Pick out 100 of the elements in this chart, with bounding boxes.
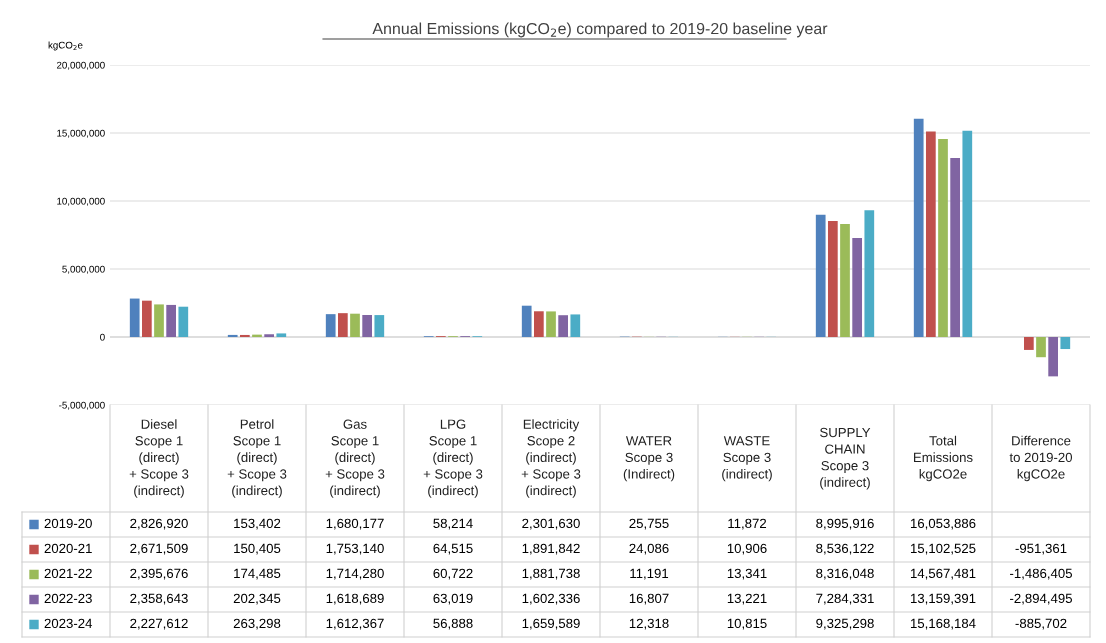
data-label: 2,227,612: [130, 618, 188, 630]
bar: [374, 315, 385, 337]
data-label: 1,602,336: [522, 593, 580, 605]
data-label: 2,671,509: [130, 543, 188, 555]
data-label: 16,053,886: [910, 518, 976, 530]
bar: [827, 220, 838, 337]
legend-label: 2019-20: [44, 518, 92, 529]
data-label: 15,168,184: [910, 618, 976, 630]
data-label: 150,405: [234, 543, 281, 555]
bar: [239, 334, 250, 337]
data-label: 1,753,140: [326, 543, 384, 555]
bar: [362, 314, 373, 337]
data-label: 2,395,676: [130, 568, 188, 580]
x-tick-label: Total Emissions kgCO2e: [914, 435, 973, 482]
data-label: 174,485: [234, 568, 281, 580]
x-tick-label: Diesel Scope 1 (direct) + Scope 3 (indirect): [129, 419, 189, 498]
bar: [1048, 337, 1059, 377]
y-tick-label: 15,000,000: [57, 129, 105, 138]
y-tick-label: 10,000,000: [57, 197, 105, 206]
data-label: 63,019: [433, 593, 473, 605]
data-label: 9,325,298: [816, 618, 874, 630]
x-tick-label: SUPPLY CHAIN Scope 3 (indirect): [820, 427, 871, 490]
data-label: 153,402: [234, 518, 281, 530]
data-label: 1,714,280: [326, 568, 384, 580]
data-label: 24,086: [629, 543, 669, 555]
bar: [815, 214, 826, 337]
data-label: 8,995,916: [816, 518, 874, 530]
data-label: 8,316,048: [816, 568, 874, 580]
data-label: 1,680,177: [326, 518, 384, 530]
data-label: 2,301,630: [522, 518, 580, 530]
bar: [950, 158, 961, 337]
data-label: 12,318: [629, 618, 669, 630]
data-label: 56,888: [433, 618, 473, 630]
data-label: 16,807: [629, 593, 669, 605]
bar: [129, 298, 140, 337]
data-label: 10,906: [727, 543, 767, 555]
bar: [521, 305, 532, 337]
bar: [1060, 337, 1071, 350]
data-label: 60,722: [433, 568, 473, 580]
data-label: 14,567,481: [910, 568, 976, 580]
data-label: -951,361: [1015, 543, 1067, 555]
x-tick-label: WATER Scope 3 (Indirect): [623, 436, 675, 482]
data-label: 11,191: [630, 568, 669, 580]
data-label: 64,515: [433, 543, 473, 555]
data-label: -885,702: [1015, 618, 1067, 630]
bar: [166, 304, 177, 337]
data-label: 58,214: [433, 518, 473, 530]
bar: [264, 334, 275, 337]
x-tick-label: Petrol Scope 1 (direct) + Scope 3 (indirect): [227, 419, 287, 498]
bar: [558, 315, 569, 337]
data-label: 1,618,689: [326, 593, 384, 605]
y-axis-title: kgCO$_{2}$e: [48, 41, 83, 51]
bar: [852, 237, 863, 337]
data-label: 1,891,842: [522, 543, 580, 555]
bar: [141, 300, 152, 337]
data-label: 8,536,122: [816, 543, 874, 555]
bar: [533, 311, 544, 337]
data-label: 2,358,643: [130, 593, 188, 605]
bar: [154, 304, 164, 337]
data-label: 13,221: [727, 593, 767, 605]
bar: [178, 306, 189, 337]
legend-label: 2022-23: [44, 593, 92, 604]
data-label: 15,102,525: [910, 543, 976, 555]
y-tick-label: 20,000,000: [56, 61, 105, 70]
data-label: 7,284,331: [816, 593, 874, 605]
data-label: 10,815: [727, 618, 767, 630]
data-label: 202,345: [233, 593, 281, 605]
data-label: 1,881,738: [522, 568, 580, 580]
legend-label: 2023-24: [44, 618, 93, 629]
bar: [276, 333, 287, 337]
bar: [962, 130, 973, 337]
bar: [1023, 337, 1034, 350]
bar: [325, 314, 336, 337]
bar: [227, 334, 238, 337]
chart-title: Annual Emissions (kgCO$_{2}$e) compared to 2019-20 baseline year: [372, 22, 828, 38]
data-label: 11,872: [728, 518, 767, 530]
data-label: 13,341: [727, 568, 767, 580]
x-tick-label: Difference to 2019-20 kgCO2e: [1009, 435, 1073, 482]
data-label: 25,755: [629, 518, 669, 530]
y-tick-label: 5,000,000: [62, 265, 105, 274]
bar: [913, 118, 924, 337]
bar: [570, 314, 581, 337]
bar: [350, 313, 360, 337]
x-tick-label: WASTE Scope 3 (indirect): [722, 436, 772, 482]
x-tick-label: Gas Scope 1 (direct) + Scope 3 (indirect): [325, 419, 385, 498]
data-label: -1,486,405: [1010, 568, 1072, 580]
x-tick-label: LPG Scope 1 (direct) + Scope 3 (indirect): [423, 419, 483, 498]
data-label: 263,298: [233, 618, 281, 630]
bar: [337, 313, 348, 337]
bar: [1036, 337, 1046, 358]
legend-label: 2021-22: [44, 568, 92, 579]
data-label: 1,612,367: [326, 618, 384, 630]
y-tick-label: 0: [100, 333, 105, 341]
data-label: 2,826,920: [130, 518, 188, 530]
legend-label: 2020-21: [44, 543, 92, 554]
bar: [925, 131, 936, 337]
y-tick-label: -5,000,000: [59, 401, 105, 410]
bar: [546, 311, 556, 337]
bar: [840, 223, 850, 337]
bar: [864, 210, 875, 337]
